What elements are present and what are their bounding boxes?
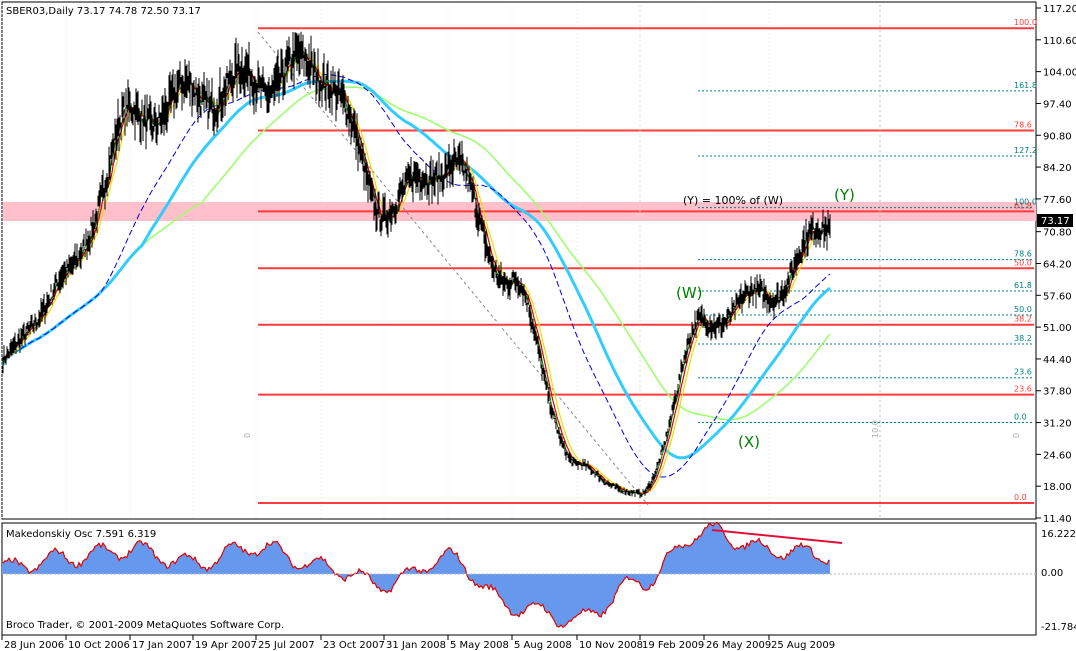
fib-red-label: 38.2 — [1014, 315, 1032, 324]
date-axis: 28 Jun 2006 10 Oct 2006 17 Jan 2007 19 Apr … — [1, 635, 835, 651]
y-tick-label: 77.60 — [1043, 195, 1072, 206]
fib-teal-label: 61.8 — [1014, 281, 1032, 290]
fib-red-label: 23.6 — [1014, 385, 1032, 394]
x-tick-label: 31 Jan 2008 — [386, 640, 446, 651]
y-tick-label: 18.00 — [1043, 482, 1072, 493]
y-tick-label: 44.40 — [1043, 355, 1072, 366]
vertical-note-2: 10.0 — [871, 420, 880, 438]
osc-signal-line — [2, 521, 830, 628]
x-tick-label: 5 May 2008 — [450, 640, 509, 651]
wave-label-w: (W) — [676, 284, 703, 302]
fib-teal-label: 50.0 — [1014, 305, 1032, 314]
y-tick-label: 57.60 — [1043, 291, 1072, 302]
x-tick-label: 25 Jul 2007 — [258, 640, 315, 651]
x-tick-label: 19 Feb 2009 — [642, 640, 704, 651]
wave-label-y: (Y) — [834, 186, 855, 204]
grid — [1, 5, 770, 519]
wave-equation: (Y) = 100% of (W) — [683, 194, 783, 207]
fib-red-label: 100.0 — [1014, 18, 1037, 27]
x-tick-label: 5 Aug 2008 — [514, 640, 572, 651]
y-tick-label: 51.00 — [1043, 323, 1072, 334]
last-price-box — [1037, 214, 1073, 227]
ma-100 — [2, 73, 831, 478]
vertical-note-1: 0 — [243, 433, 252, 438]
y-tick-label: 37.80 — [1043, 387, 1072, 398]
copyright: Broco Trader, © 2001-2009 MetaQuotes Sof… — [6, 620, 284, 631]
fib-teal-label: 78.6 — [1014, 250, 1032, 259]
main-panel-frame — [1, 1, 1037, 520]
y-tick-label: 64.20 — [1043, 259, 1072, 270]
vertical-note-3: 0 — [1012, 433, 1021, 438]
fib-diagonal — [257, 31, 649, 506]
osc-tick-zero: 0.00 — [1041, 568, 1063, 579]
osc-panel-frame — [1, 522, 1037, 636]
fib-teal-label: 161.8 — [1014, 81, 1037, 90]
x-tick-label: 17 Jan 2007 — [132, 640, 192, 651]
x-tick-label: 26 May 2009 — [706, 640, 771, 651]
y-tick-label: 104.00 — [1043, 68, 1076, 79]
fib-retracement: 100.078.661.850.038.223.60.0 — [258, 18, 1037, 505]
wave-label-x: (X) — [738, 433, 760, 451]
fib-teal-label: 23.6 — [1014, 368, 1032, 377]
osc-tick-bottom: -21.784 — [1041, 622, 1076, 633]
x-tick-label: 23 Oct 2007 — [323, 640, 385, 651]
y-tick-label: 90.80 — [1043, 131, 1072, 142]
ma-140 — [1, 79, 831, 460]
fib-red-label: 50.0 — [1014, 258, 1032, 267]
price-axis: 117.20 110.60 104.00 97.40 90.80 84.20 77.60 70… — [1036, 4, 1076, 525]
divergence-line — [711, 529, 843, 544]
y-tick-label: 70.80 — [1043, 228, 1072, 239]
y-tick-label: 97.40 — [1043, 99, 1072, 110]
fib-red-label: 78.6 — [1014, 120, 1032, 129]
osc-tick-top: 16.222 — [1041, 529, 1076, 540]
last-price-label: 73.17 — [1041, 216, 1070, 227]
oscillator — [2, 521, 1036, 628]
fib-red-label: 61.8 — [1014, 201, 1032, 210]
osc-label: Makedonskiy Osc 7.591 6.319 — [6, 529, 156, 540]
fib-red-label: 0.0 — [1014, 493, 1027, 502]
y-tick-label: 11.40 — [1043, 514, 1072, 525]
x-tick-label: 19 Apr 2007 — [195, 640, 257, 651]
y-tick-label: 24.60 — [1043, 450, 1072, 461]
y-tick-label: 84.20 — [1043, 163, 1072, 174]
y-tick-label: 117.20 — [1043, 4, 1076, 15]
fib-teal-label: 0.0 — [1014, 413, 1027, 422]
x-tick-label: 28 Jun 2006 — [4, 640, 64, 651]
y-tick-label: 110.60 — [1043, 36, 1076, 47]
x-tick-label: 25 Aug 2009 — [771, 640, 835, 651]
price-bars — [2, 31, 831, 499]
x-tick-label: 10 Oct 2006 — [68, 640, 130, 651]
fib-teal-label: 100.0 — [1014, 198, 1037, 207]
fib-teal-label: 38.2 — [1014, 334, 1032, 343]
y-tick-label: 31.20 — [1043, 419, 1072, 430]
x-tick-label: 10 Nov 2008 — [579, 640, 643, 651]
symbol-header: SBER03,Daily 73.17 74.78 72.50 73.17 — [6, 6, 201, 17]
fib-teal-label: 127.2 — [1014, 146, 1037, 155]
ma-200 — [2, 86, 831, 421]
